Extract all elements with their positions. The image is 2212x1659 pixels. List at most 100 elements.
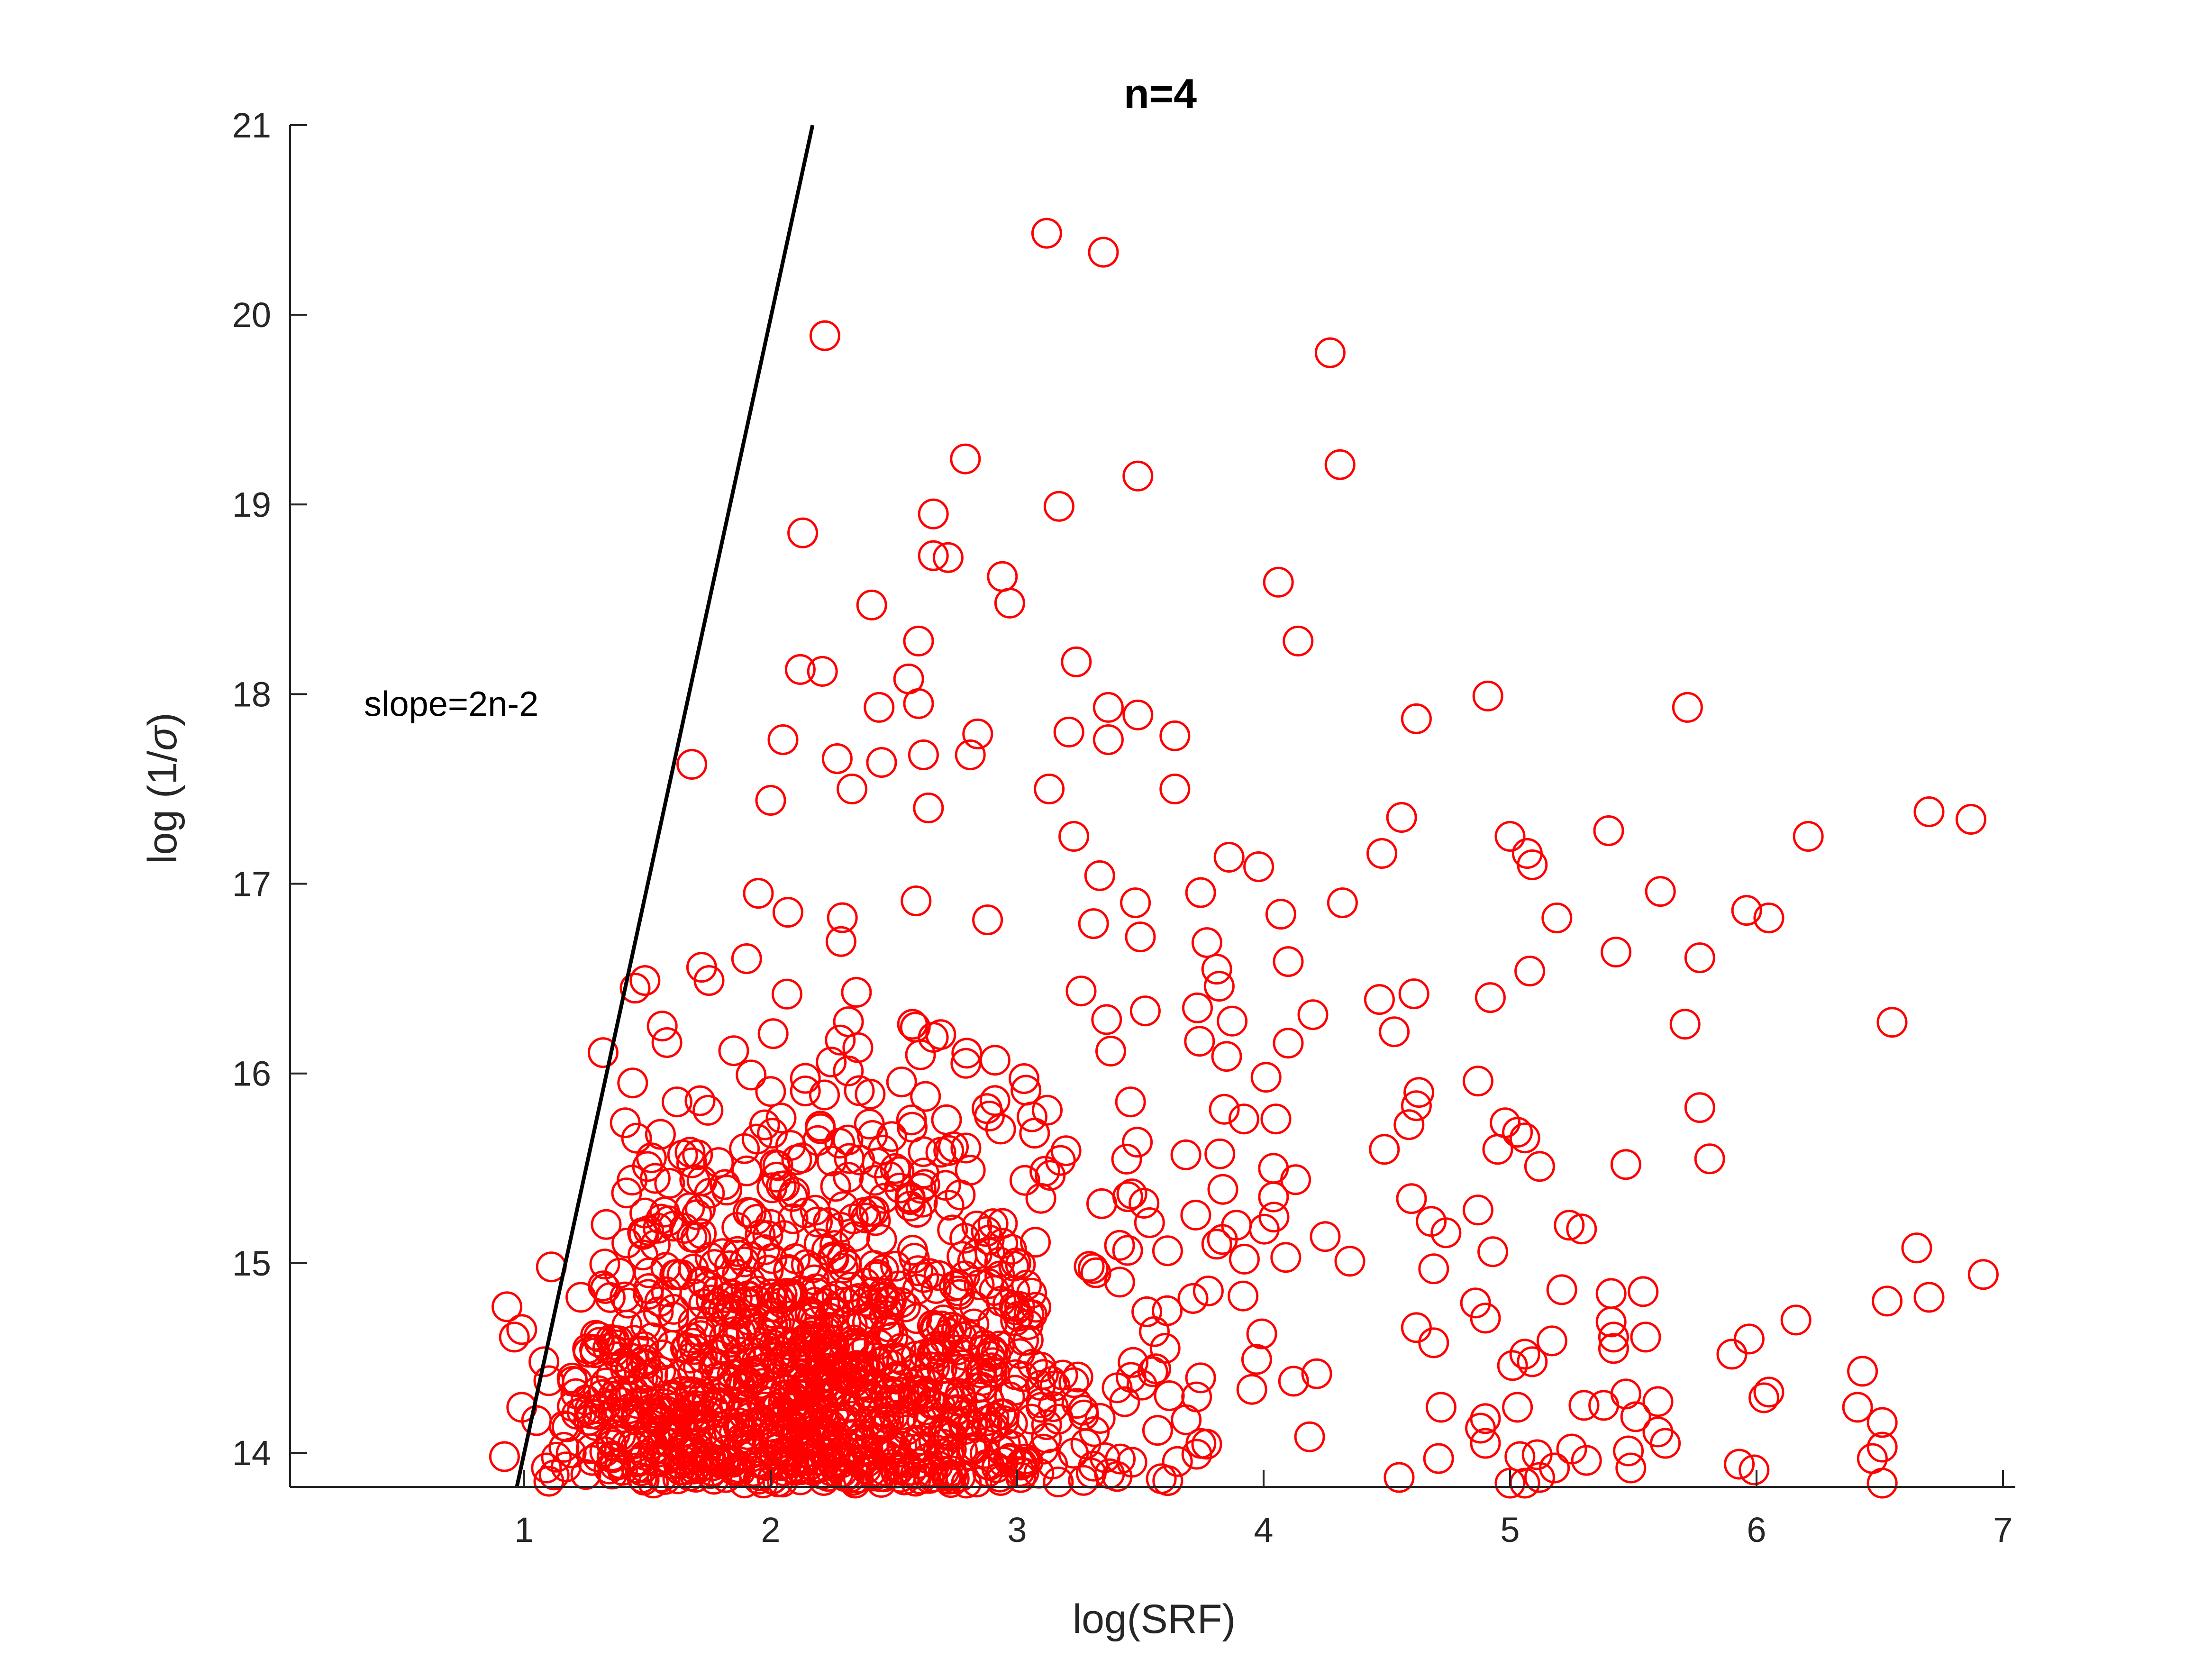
data-point (964, 1269, 995, 1300)
data-point (1078, 908, 1109, 939)
data-point (1185, 877, 1216, 908)
data-point (772, 897, 803, 928)
slope-annotation: slope=2n-2 (364, 684, 538, 723)
data-point (1470, 1428, 1501, 1459)
data-point (1430, 1217, 1462, 1249)
data-point (1494, 1468, 1526, 1499)
data-point (1009, 1165, 1040, 1196)
data-point (1866, 1407, 1898, 1438)
data-point (718, 1035, 749, 1066)
data-point (976, 1357, 1008, 1387)
data-point (941, 1334, 973, 1366)
data-point (651, 1027, 683, 1058)
data-point (807, 656, 838, 687)
data-point (736, 1059, 767, 1091)
data-point (1020, 1292, 1052, 1323)
data-point (961, 1211, 992, 1241)
data-point (932, 542, 964, 573)
data-point (1497, 1350, 1528, 1381)
data-point (821, 1421, 853, 1452)
data-point (873, 1287, 904, 1318)
data-point (1170, 1139, 1202, 1170)
data-point (1314, 337, 1346, 368)
data-point (897, 1235, 928, 1266)
data-point (1122, 699, 1154, 730)
data-point (913, 793, 944, 823)
data-point (1062, 1361, 1093, 1393)
data-point (676, 1147, 707, 1178)
data-point (1125, 921, 1156, 953)
data-point (876, 1121, 907, 1152)
y-axis-label: log (1/σ) (140, 712, 185, 864)
data-point (801, 1332, 833, 1363)
data-point (873, 1312, 904, 1343)
data-point (1684, 1092, 1715, 1123)
data-point (1095, 1036, 1126, 1066)
data-point (911, 1394, 943, 1425)
data-point (1462, 1066, 1493, 1097)
data-point (1684, 942, 1715, 974)
data-point (1494, 821, 1526, 852)
data-point (628, 1219, 659, 1250)
x-tick-label: 5 (1500, 1510, 1520, 1550)
data-point (703, 1147, 734, 1178)
data-point (868, 1412, 899, 1443)
data-point (1369, 1134, 1400, 1165)
data-point (725, 1337, 756, 1368)
data-point (555, 1437, 587, 1468)
data-point (1152, 1235, 1183, 1267)
x-tick-label: 6 (1747, 1510, 1766, 1550)
data-point (1872, 1285, 1903, 1317)
data-point (903, 625, 934, 656)
data-point (1074, 1251, 1105, 1282)
data-point (781, 1144, 812, 1176)
data-point (538, 1459, 570, 1491)
data-point (1152, 1295, 1183, 1326)
data-point (1050, 1135, 1082, 1167)
data-point (1780, 1304, 1811, 1336)
data-point (611, 1228, 643, 1258)
data-point (972, 1405, 1003, 1436)
data-point (1079, 1416, 1110, 1447)
data-point (1012, 1324, 1044, 1356)
data-point (905, 1173, 937, 1204)
data-point (570, 1385, 601, 1416)
data-point (1207, 1224, 1238, 1255)
data-point (704, 1448, 736, 1478)
data-point (858, 1276, 889, 1308)
data-point (1154, 1380, 1185, 1411)
data-point (918, 498, 949, 529)
data-point (1524, 1462, 1555, 1493)
data-point (686, 1165, 718, 1196)
data-point (829, 1286, 861, 1318)
data-point (779, 1177, 810, 1208)
data-point (816, 1047, 847, 1078)
data-point (1482, 1134, 1513, 1165)
data-point (570, 1459, 601, 1490)
data-point (794, 1449, 826, 1480)
data-point (489, 1441, 520, 1472)
data-point (1364, 984, 1395, 1015)
data-point (1228, 1280, 1259, 1312)
data-point (1462, 1194, 1493, 1226)
data-point (737, 1356, 768, 1387)
data-point (707, 1238, 738, 1269)
data-point (1181, 1381, 1212, 1413)
x-axis-label: log(SRF) (1073, 1596, 1236, 1642)
data-point (1061, 646, 1092, 677)
data-point (805, 1113, 836, 1144)
data-point (506, 1314, 537, 1345)
data-point (630, 1349, 662, 1380)
data-point (990, 1427, 1021, 1458)
data-point (1731, 895, 1762, 926)
data-point (658, 1294, 689, 1325)
data-point (1243, 851, 1274, 882)
data-point (1017, 1101, 1047, 1132)
data-point (908, 1136, 939, 1167)
y-tick-label: 17 (232, 865, 271, 904)
data-point (674, 1192, 705, 1223)
data-point (959, 1291, 990, 1322)
data-point (1847, 1356, 1878, 1387)
data-point (1207, 1174, 1238, 1205)
data-point (866, 1282, 898, 1313)
